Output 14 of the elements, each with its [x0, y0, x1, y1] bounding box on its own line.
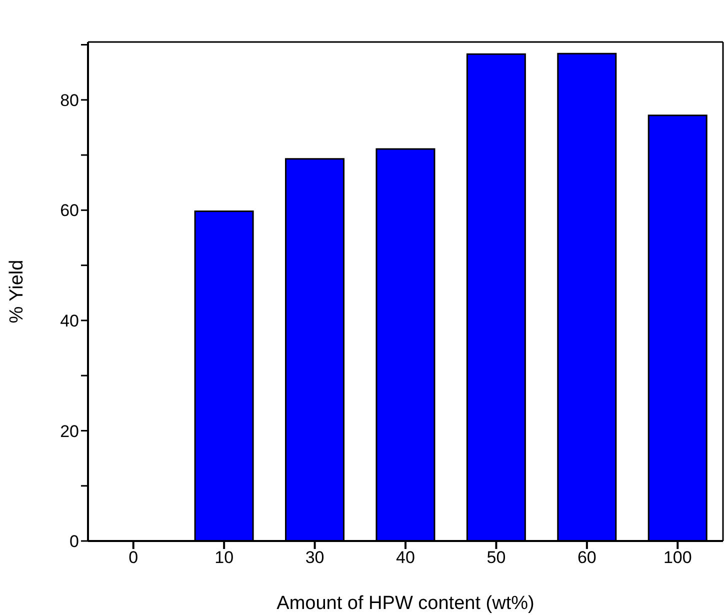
x-tick-label: 0: [128, 548, 138, 568]
x-tick-label: 30: [305, 548, 324, 568]
y-tick-label: 40: [60, 311, 79, 330]
y-tick-label: 60: [60, 201, 79, 220]
x-tick-label: 60: [577, 548, 596, 568]
x-tick-label: 40: [396, 548, 415, 568]
y-tick-label: 80: [60, 90, 79, 110]
x-tick-label: 50: [486, 548, 506, 568]
x-tick-label: 100: [663, 548, 692, 568]
y-tick-label: 20: [60, 422, 79, 441]
y-tick-label: 0: [70, 532, 79, 552]
y-axis-title: % Yield: [6, 260, 28, 324]
x-tick-label: 10: [214, 548, 234, 568]
x-axis-title: Amount of HPW content (wt%): [276, 593, 534, 614]
